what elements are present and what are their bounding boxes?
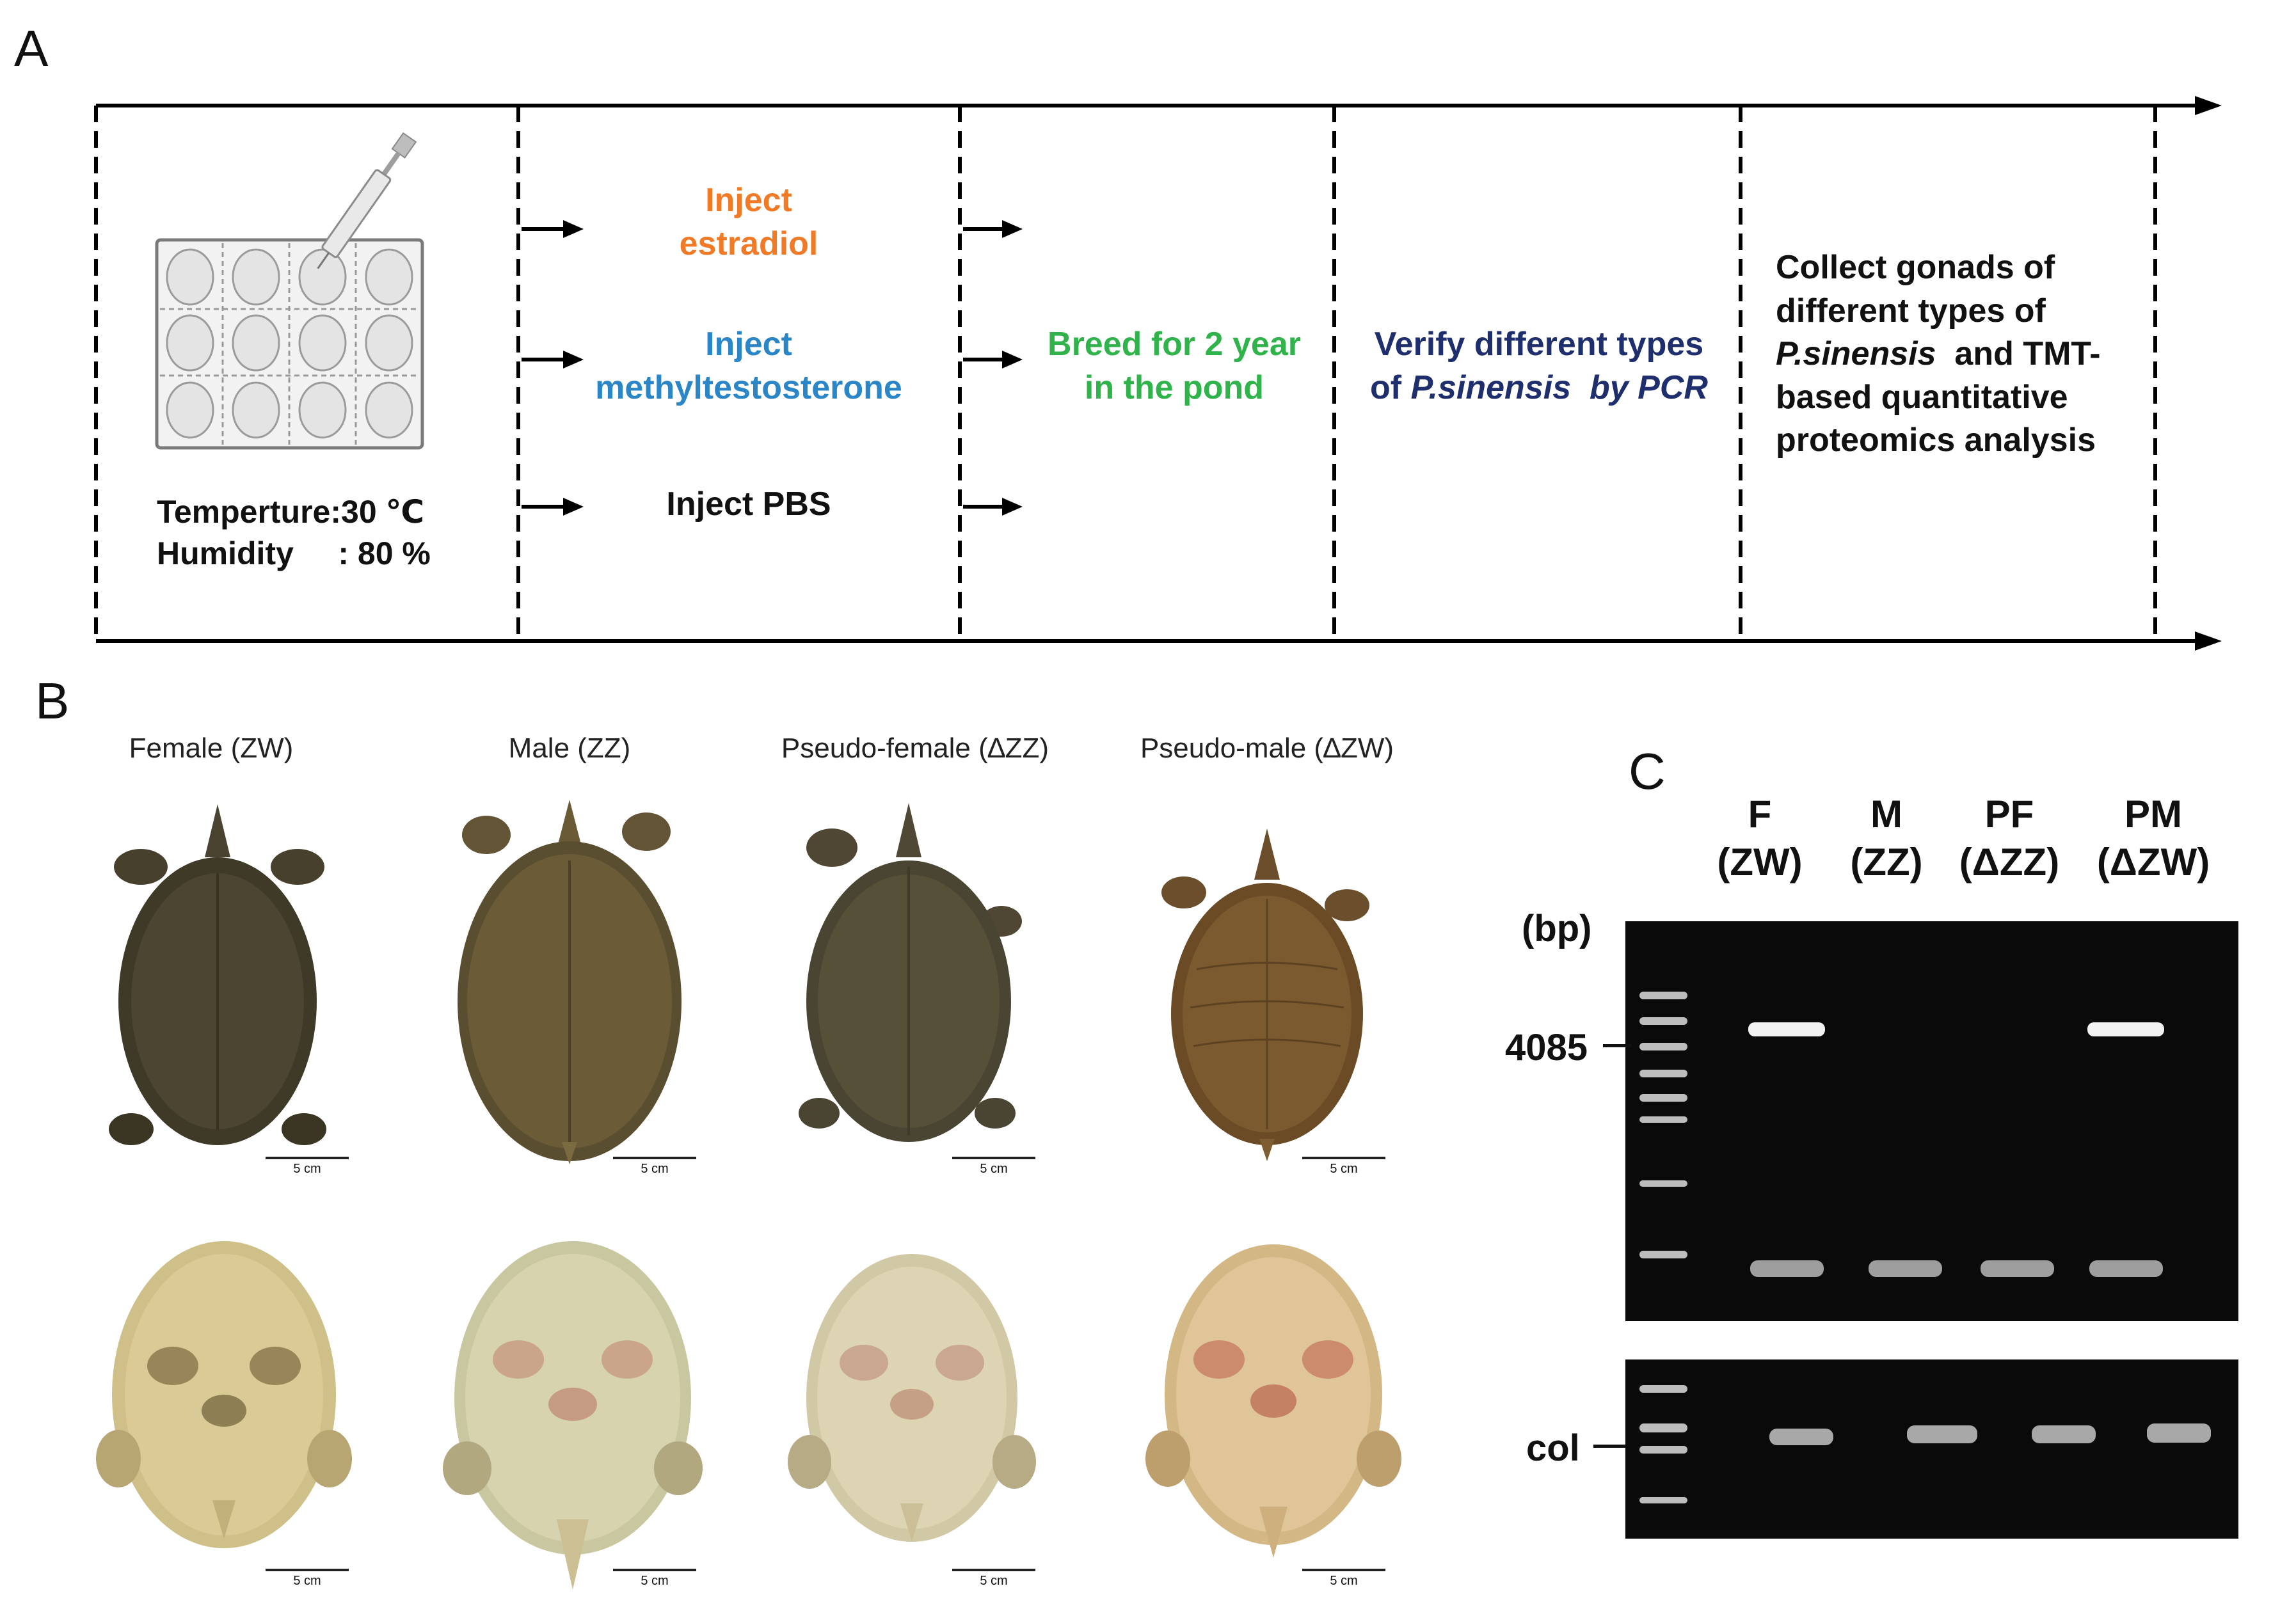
- pseudo-male-dorsal-photo: [1161, 828, 1369, 1161]
- lane-header-f: F (ZW): [1717, 793, 1803, 884]
- lane-header-m: M (ZZ): [1850, 793, 1923, 884]
- marker-pointer: [1603, 1044, 1632, 1047]
- lane-header-pm: PM (ΔZW): [2096, 793, 2210, 884]
- scale-bar: 5 cm: [1302, 1157, 1385, 1177]
- species-name: P.sinensis: [1776, 335, 1936, 373]
- pseudo-male-ventral-photo: [1145, 1244, 1401, 1558]
- temperature-text: Temperture:30 ℃: [157, 494, 425, 530]
- scale-bar: 5 cm: [613, 1569, 696, 1589]
- workflow-frame: [94, 96, 2222, 651]
- inject-methyltestosterone-text: Inject methyltestosterone: [595, 326, 902, 406]
- species-name: P.sinensis: [1410, 369, 1572, 406]
- breed-text: Breed for 2 year in the pond: [1048, 326, 1301, 406]
- panel-label-b: B: [35, 672, 70, 729]
- marker-4085-label: 4085: [1505, 1027, 1588, 1068]
- caption-female: Female (ZW): [129, 733, 294, 764]
- gel-image-control: [1625, 1359, 2238, 1539]
- egg-tray-illustration: [155, 132, 424, 450]
- panel-label-c: C: [1629, 743, 1666, 800]
- bp-unit-label: (bp): [1522, 908, 1592, 949]
- scale-bar: 5 cm: [613, 1157, 696, 1177]
- female-ventral-photo: [96, 1241, 352, 1548]
- male-dorsal-photo: [458, 800, 682, 1164]
- gel-image-main: [1625, 921, 2238, 1321]
- control-label: col: [1526, 1427, 1580, 1469]
- scale-bar: 5 cm: [266, 1157, 349, 1177]
- scale-bar: 5 cm: [952, 1157, 1035, 1177]
- pseudo-female-dorsal-photo: [799, 803, 1022, 1142]
- caption-pseudo-male: Pseudo-male (∆ZW): [1140, 733, 1394, 764]
- male-ventral-photo: [443, 1241, 703, 1590]
- caption-pseudo-female: Pseudo-female (∆ZZ): [781, 733, 1049, 764]
- inject-pbs-text: Inject PBS: [666, 486, 831, 523]
- control-pointer: [1593, 1445, 1625, 1448]
- scale-bar: 5 cm: [266, 1569, 349, 1589]
- verify-pcr-text: Verify different types of P.sinensis by …: [1370, 326, 1708, 406]
- lane-header-pf: PF (ΔZZ): [1959, 793, 2060, 884]
- inject-estradiol-text: Inject estradiol: [679, 182, 818, 262]
- caption-male: Male (ZZ): [508, 733, 631, 764]
- pseudo-female-ventral-photo: [788, 1254, 1036, 1542]
- female-dorsal-photo: [109, 804, 326, 1145]
- incubation-conditions: Temperture:30 ℃ Humidity : 80 %: [157, 491, 431, 575]
- humidity-text: Humidity : 80 %: [157, 535, 431, 571]
- scale-bar: 5 cm: [1302, 1569, 1385, 1589]
- collect-gonads-text: Collect gonads of different types of P.s…: [1776, 249, 2101, 459]
- panel-label-a: A: [14, 20, 49, 77]
- scale-bar: 5 cm: [952, 1569, 1035, 1589]
